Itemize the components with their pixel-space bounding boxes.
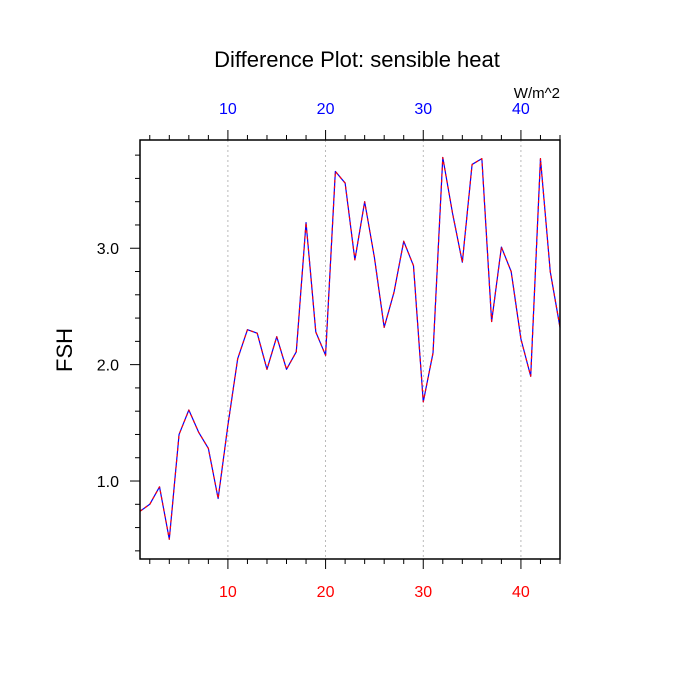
y-tick-label-3: 3.0 bbox=[97, 241, 119, 258]
x-tick-label-bottom-20: 20 bbox=[317, 584, 335, 601]
x-tick-label-top-20: 20 bbox=[317, 101, 335, 118]
x-tick-label-top-10: 10 bbox=[219, 101, 237, 118]
x-tick-label-top-30: 30 bbox=[414, 101, 432, 118]
tick-labels: 10 10 20 20 30 30 40 40 1.0 2.0 3.0 bbox=[97, 101, 530, 601]
axes bbox=[130, 130, 561, 569]
y-tick-label-1: 1.0 bbox=[97, 474, 119, 491]
x-tick-label-bottom-10: 10 bbox=[219, 584, 237, 601]
x-tick-label-bottom-30: 30 bbox=[414, 584, 432, 601]
plot-frame bbox=[139, 139, 561, 560]
series-layer bbox=[139, 156, 561, 540]
y-tick-label-2: 2.0 bbox=[97, 358, 119, 375]
x-tick-label-bottom-40: 40 bbox=[512, 584, 530, 601]
chart-title: Difference Plot: sensible heat bbox=[214, 47, 500, 72]
y-axis-label: FSH bbox=[52, 328, 77, 372]
x-tick-label-top-40: 40 bbox=[512, 101, 530, 118]
units-label: W/m^2 bbox=[514, 85, 560, 102]
series-line-0 bbox=[139, 156, 561, 540]
